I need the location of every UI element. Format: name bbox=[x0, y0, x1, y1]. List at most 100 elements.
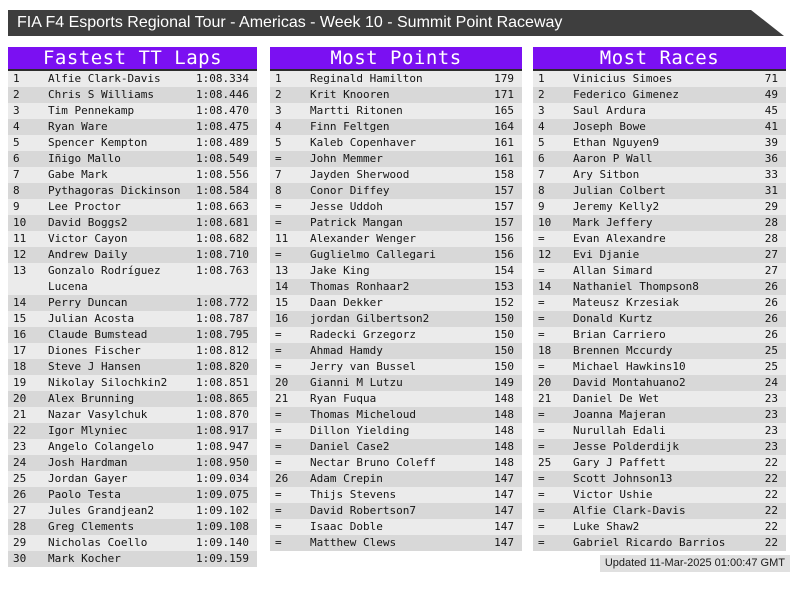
rank-cell: 11 bbox=[13, 232, 27, 245]
table-row: = Jesse Polderdijk 23 bbox=[533, 439, 786, 455]
rank-cell: = bbox=[275, 344, 282, 357]
table-row: 9 Jeremy Kelly2 29 bbox=[533, 199, 786, 215]
value-cell: 150 bbox=[494, 312, 514, 325]
rank-cell: 10 bbox=[538, 216, 552, 229]
table-row: = Daniel Case2 148 bbox=[270, 439, 522, 455]
driver-name: Paolo Testa bbox=[48, 488, 121, 501]
table-row: 14 Nathaniel Thompson8 26 bbox=[533, 279, 786, 295]
value-cell: 1:08.334 bbox=[196, 72, 249, 85]
value-cell: 25 bbox=[764, 344, 778, 357]
value-cell: 22 bbox=[764, 536, 778, 549]
table-row: = Thomas Micheloud 148 bbox=[270, 407, 522, 423]
value-cell: 49 bbox=[764, 88, 778, 101]
driver-name: Ryan Fuqua bbox=[310, 392, 377, 405]
driver-name: Nazar Vasylchuk bbox=[48, 408, 148, 421]
rank-cell: 19 bbox=[13, 376, 27, 389]
table-row: 6 Aaron P Wall 36 bbox=[533, 151, 786, 167]
rank-cell: 7 bbox=[538, 168, 545, 181]
page-title: FIA F4 Esports Regional Tour - Americas … bbox=[17, 14, 563, 31]
table-row: 16 Claude Bumstead 1:08.795 bbox=[8, 327, 257, 343]
value-cell: 1:08.795 bbox=[196, 328, 249, 341]
table-row: 13 Jake King 154 bbox=[270, 263, 522, 279]
rank-cell: 6 bbox=[13, 152, 20, 165]
value-cell: 22 bbox=[764, 456, 778, 469]
rank-cell: 26 bbox=[275, 472, 289, 485]
table-row: 20 Gianni M Lutzu 149 bbox=[270, 375, 522, 391]
driver-name: Ary Sitbon bbox=[573, 168, 640, 181]
value-cell: 1:09.108 bbox=[196, 520, 249, 533]
rank-cell: 18 bbox=[13, 360, 27, 373]
rank-cell: 1 bbox=[538, 72, 545, 85]
value-cell: 179 bbox=[494, 72, 514, 85]
driver-name: Scott Johnson13 bbox=[573, 472, 673, 485]
table-row: 9 Lee Proctor 1:08.663 bbox=[8, 199, 257, 215]
value-cell: 1:08.947 bbox=[196, 440, 249, 453]
driver-name: David Montahuano2 bbox=[573, 376, 686, 389]
rank-cell: 9 bbox=[13, 200, 20, 213]
driver-name: Jordan Gayer bbox=[48, 472, 128, 485]
value-cell: 147 bbox=[494, 488, 514, 501]
rank-cell: 14 bbox=[275, 280, 289, 293]
driver-name: Iñigo Mallo bbox=[48, 152, 121, 165]
driver-name: Ryan Ware bbox=[48, 120, 108, 133]
driver-name: David Boggs2 bbox=[48, 216, 128, 229]
value-cell: 39 bbox=[764, 136, 778, 149]
driver-name: Jake King bbox=[310, 264, 370, 277]
driver-name: Guglielmo Callegari bbox=[310, 248, 436, 261]
board-header-most-races: Most Races bbox=[533, 47, 786, 71]
driver-name: Tim Pennekamp bbox=[48, 104, 135, 117]
table-row: 8 Conor Diffey 157 bbox=[270, 183, 522, 199]
rank-cell: 20 bbox=[275, 376, 289, 389]
table-row: = Jerry van Bussel 150 bbox=[270, 359, 522, 375]
table-row: = John Memmer 161 bbox=[270, 151, 522, 167]
rank-cell: 29 bbox=[13, 536, 27, 549]
driver-name: Vinicius Simoes bbox=[573, 72, 673, 85]
rank-cell: = bbox=[275, 424, 282, 437]
table-row: 3 Saul Ardura 45 bbox=[533, 103, 786, 119]
rank-cell: = bbox=[275, 488, 282, 501]
value-cell: 1:08.681 bbox=[196, 216, 249, 229]
driver-name: Dillon Yielding bbox=[310, 424, 410, 437]
driver-name: Daniel De Wet bbox=[573, 392, 660, 405]
table-row: = Joanna Majeran 23 bbox=[533, 407, 786, 423]
driver-name: Claude Bumstead bbox=[48, 328, 148, 341]
table-row: 3 Tim Pennekamp 1:08.470 bbox=[8, 103, 257, 119]
rank-cell: 4 bbox=[538, 120, 545, 133]
table-row: = Alfie Clark-Davis 22 bbox=[533, 503, 786, 519]
rank-cell: 6 bbox=[538, 152, 545, 165]
driver-name: Brian Carriero bbox=[573, 328, 666, 341]
value-cell: 24 bbox=[764, 376, 778, 389]
value-cell: 26 bbox=[764, 312, 778, 325]
rank-cell: = bbox=[538, 472, 545, 485]
value-cell: 1:08.787 bbox=[196, 312, 249, 325]
value-cell: 148 bbox=[494, 408, 514, 421]
table-row: 8 Julian Colbert 31 bbox=[533, 183, 786, 199]
table-row: = Mateusz Krzesiak 26 bbox=[533, 295, 786, 311]
board-rows-most-points: 1 Reginald Hamilton 179 2 Krit Knooren 171 3 Ma… bbox=[270, 71, 522, 551]
rank-cell: 3 bbox=[13, 104, 20, 117]
rank-cell: 9 bbox=[538, 200, 545, 213]
driver-name: Adam Crepin bbox=[310, 472, 383, 485]
driver-name: Pythagoras Dickinson bbox=[48, 184, 181, 197]
value-cell: 29 bbox=[764, 200, 778, 213]
table-row: 4 Finn Feltgen 164 bbox=[270, 119, 522, 135]
rank-cell: 15 bbox=[275, 296, 289, 309]
table-row: 23 Angelo Colangelo 1:08.947 bbox=[8, 439, 257, 455]
table-row: 5 Spencer Kempton 1:08.489 bbox=[8, 135, 257, 151]
driver-name: Jayden Sherwood bbox=[310, 168, 410, 181]
value-cell: 157 bbox=[494, 200, 514, 213]
value-cell: 22 bbox=[764, 488, 778, 501]
table-row: 19 Nikolay Silochkin2 1:08.851 bbox=[8, 375, 257, 391]
rank-cell: 12 bbox=[13, 248, 27, 261]
rank-cell: = bbox=[538, 536, 545, 549]
rank-cell: 30 bbox=[13, 552, 27, 565]
value-cell: 31 bbox=[764, 184, 778, 197]
table-row: 2 Krit Knooren 171 bbox=[270, 87, 522, 103]
table-row: 13 Gonzalo Rodríguez Lucena 1:08.763 bbox=[8, 263, 257, 295]
value-cell: 147 bbox=[494, 472, 514, 485]
rank-cell: 7 bbox=[13, 168, 20, 181]
value-cell: 22 bbox=[764, 504, 778, 517]
table-row: 28 Greg Clements 1:09.108 bbox=[8, 519, 257, 535]
driver-name: Nicholas Coello bbox=[48, 536, 148, 549]
value-cell: 26 bbox=[764, 296, 778, 309]
